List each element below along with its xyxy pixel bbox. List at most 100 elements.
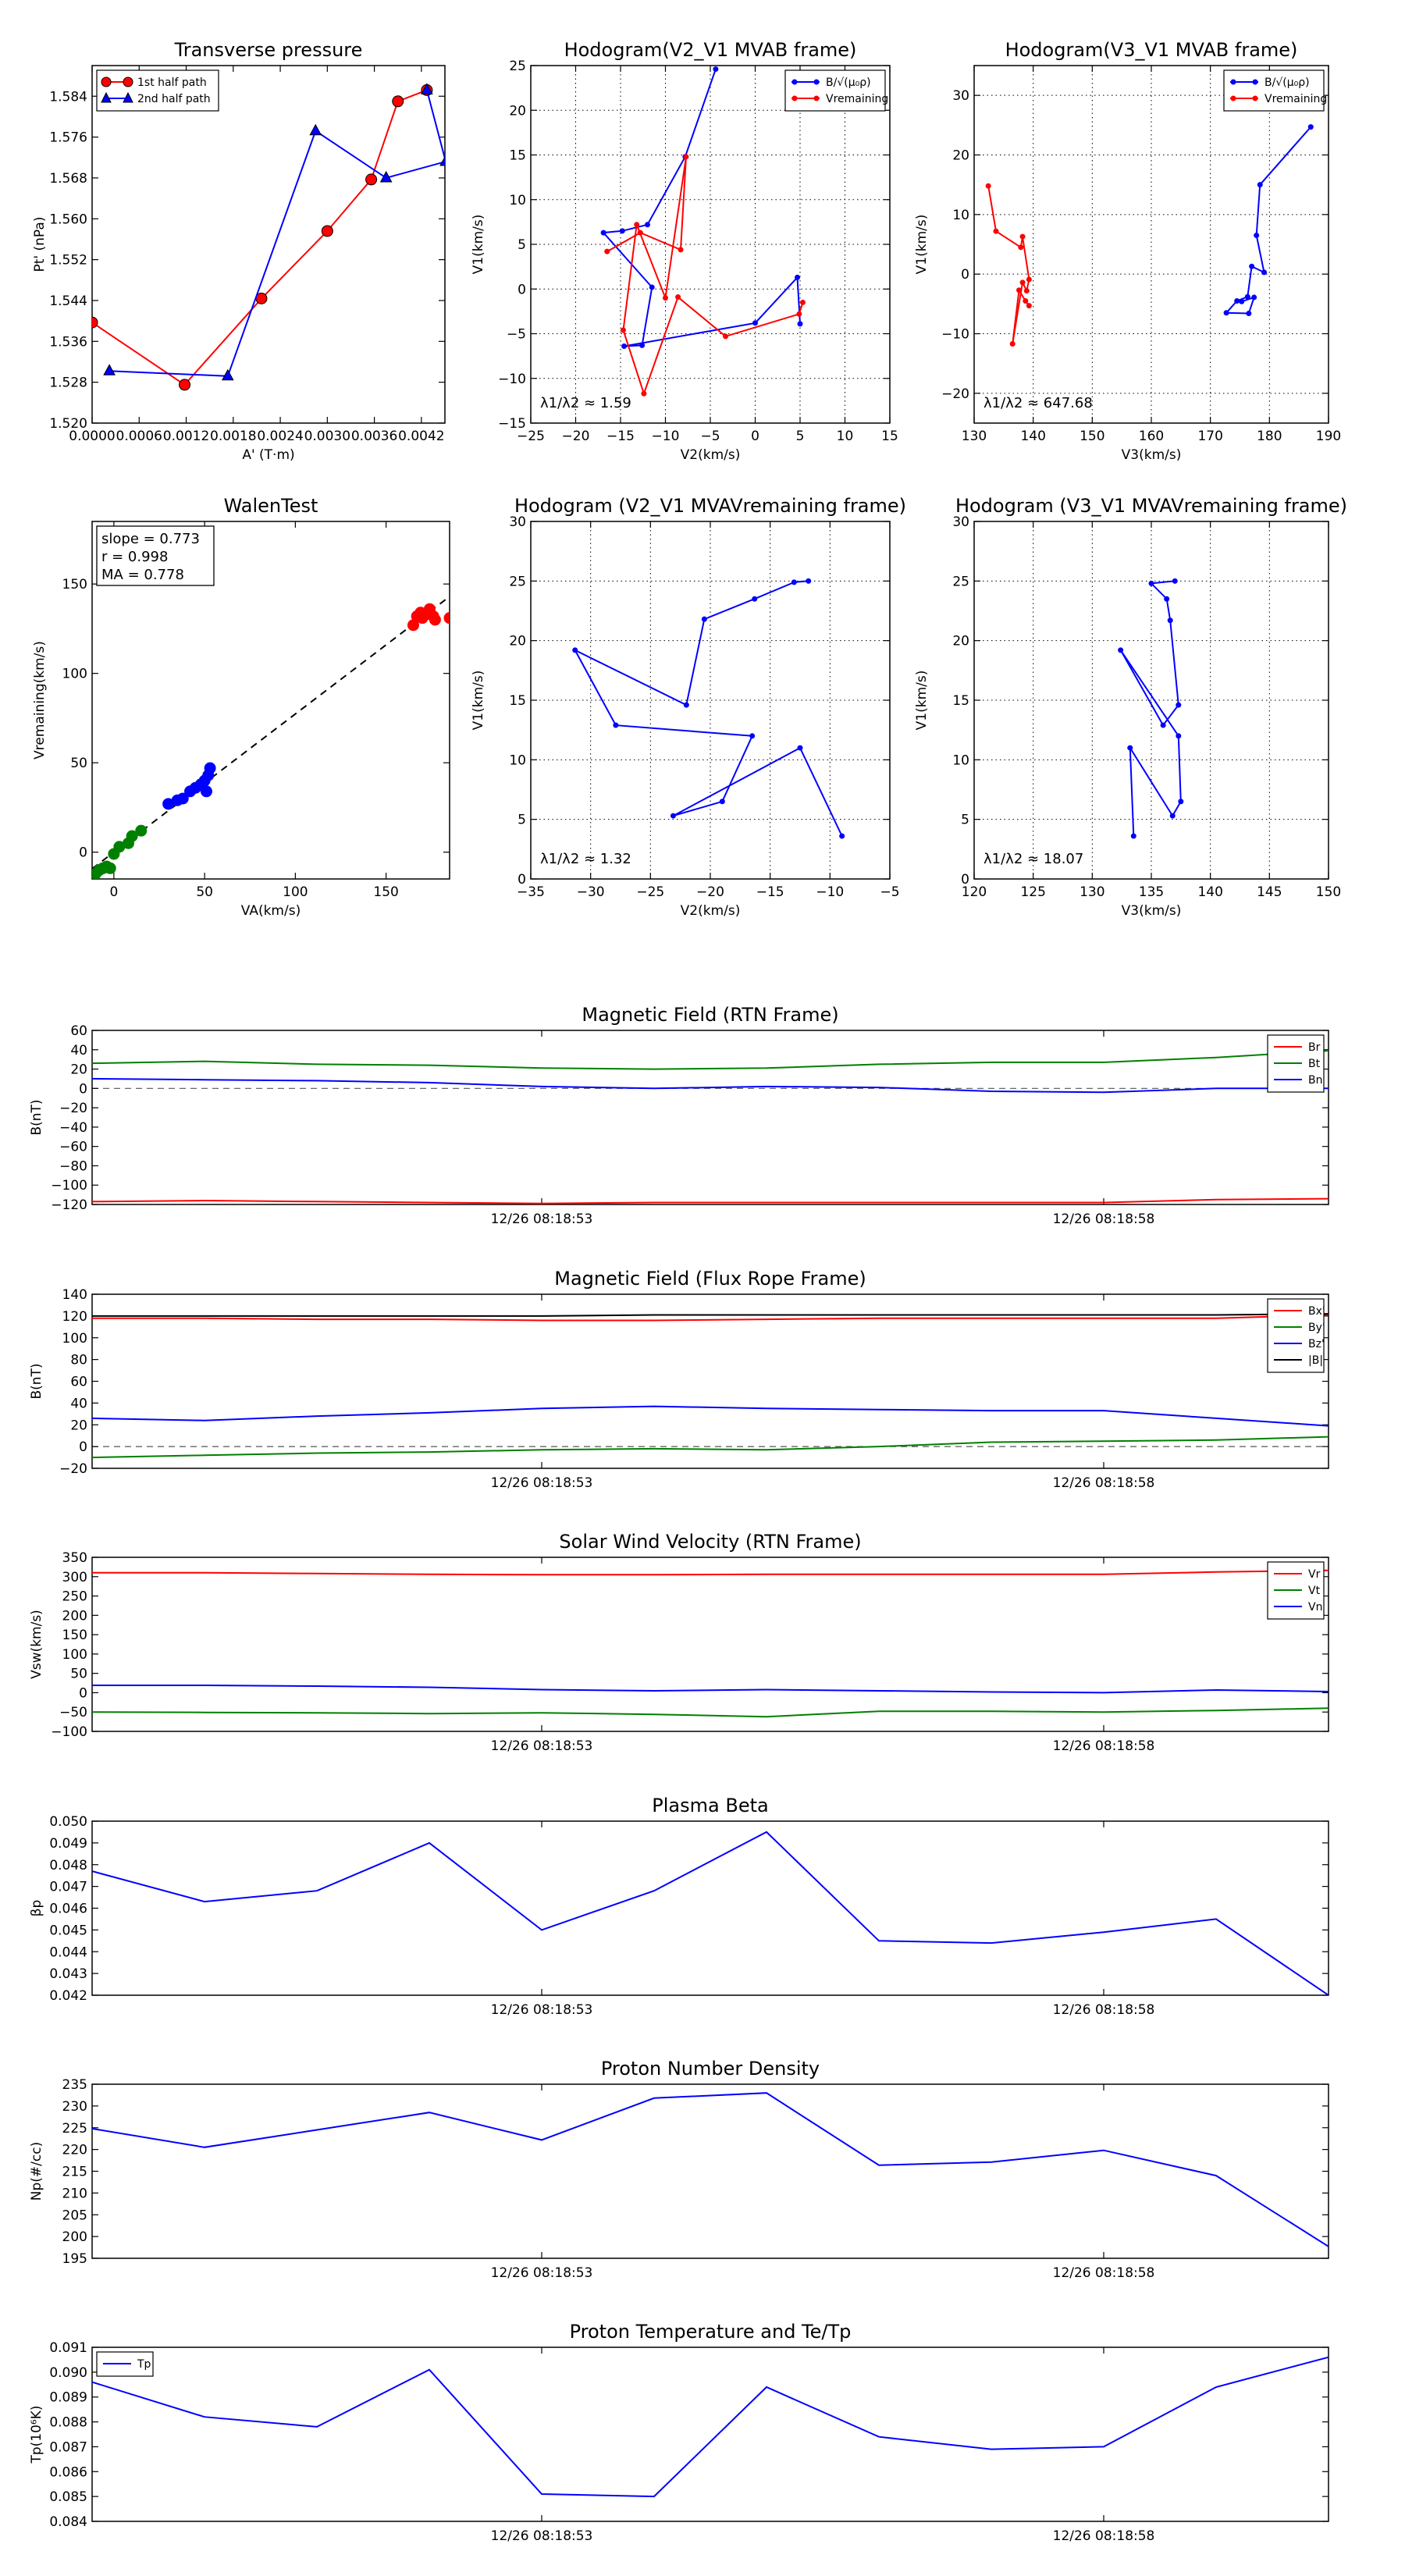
y-tick-label: 30 [509, 514, 526, 530]
data-point [1127, 745, 1133, 751]
data-point [1118, 647, 1124, 653]
data-point [1239, 298, 1245, 304]
ma-label: MA = 0.778 [101, 567, 184, 583]
data-point [1234, 298, 1240, 304]
x-tick-label: 12/26 08:18:58 [1053, 1738, 1155, 1754]
x-tick-label: 12/26 08:18:58 [1053, 1475, 1155, 1491]
axes-frame [91, 521, 450, 880]
x-tick-label: 0.0012 [163, 429, 209, 444]
data-point [613, 722, 619, 728]
scatter-point-red [443, 612, 450, 624]
x-tick-label: 50 [196, 884, 213, 900]
y-tick-label: 1.560 [49, 212, 87, 227]
chart-title: Proton Temperature and Te/Tp [570, 2321, 852, 2343]
y-tick-label: 0 [961, 267, 969, 283]
y-tick-label: 20 [952, 148, 969, 164]
y-tick-label: 0.085 [49, 2489, 87, 2505]
eigen-ratio-label: λ1/λ2 ≈ 1.32 [540, 851, 631, 867]
scatter-point-blue [204, 762, 216, 774]
axes-frame [973, 65, 1329, 424]
data-point [572, 647, 578, 653]
y-tick-label: 0 [79, 1081, 87, 1097]
legend: B/√(μ₀ρ) Vremaining [784, 69, 888, 112]
x-tick-label: −35 [517, 884, 545, 900]
x-tick-label: 12/26 08:18:53 [491, 2002, 593, 2018]
y-axis-label: V1(km/s) [471, 215, 486, 275]
y-tick-label: −20 [941, 386, 969, 402]
data-point [1254, 233, 1260, 239]
legend-label: |B| [1308, 1354, 1323, 1367]
data-point [663, 295, 668, 301]
series-line-V [573, 580, 843, 837]
axes-frame [91, 65, 446, 424]
data-point [797, 745, 803, 751]
y-axis-label: V1(km/s) [914, 671, 930, 731]
scatter-point-green [104, 862, 116, 874]
data-point [797, 321, 803, 327]
scatter-point-blue [176, 792, 189, 805]
x-tick-label: 12/26 08:18:53 [491, 1738, 593, 1754]
data-point [1257, 182, 1263, 188]
x-tick-label: 150 [1316, 884, 1341, 900]
x-tick-label: 0.0006 [116, 429, 162, 444]
x-tick-label: −10 [816, 884, 844, 900]
y-tick-label: 0 [518, 282, 526, 297]
axes-frame [91, 2347, 1329, 2522]
x-tick-label: 0 [751, 429, 759, 444]
legend-marker [123, 91, 133, 103]
legend-marker [101, 76, 112, 87]
legend-label: Vr [1308, 1568, 1321, 1581]
data-point [1009, 340, 1016, 347]
data-point [637, 229, 643, 236]
y-axis-label: Pt' (nPa) [32, 217, 48, 272]
y-axis-label: Tp(10⁶K) [29, 2405, 44, 2464]
x-tick-label: −10 [652, 429, 680, 444]
y-tick-label: 150 [62, 1628, 87, 1643]
y-tick-label: 0.044 [49, 1944, 87, 1960]
data-point [1023, 288, 1030, 294]
legend-label: Tp [137, 2358, 151, 2371]
y-tick-label: −80 [59, 1158, 87, 1174]
data-point [1244, 294, 1250, 300]
x-tick-label: 12/26 08:18:58 [1053, 1212, 1155, 1227]
data-point [1249, 263, 1255, 269]
data-point [421, 83, 433, 94]
data-point [993, 228, 999, 234]
data-point [1130, 833, 1136, 839]
y-tick-label: −40 [59, 1120, 87, 1136]
legend-label: Bt [1308, 1058, 1321, 1070]
x-tick-label: 150 [373, 884, 398, 900]
data-point [799, 299, 806, 305]
series-line-Np [92, 2092, 1329, 2247]
data-point [1246, 311, 1252, 317]
chart-hodo_mvav_v2: Hodogram (V2_V1 MVAVremaining frame) −35 −… [471, 495, 906, 919]
x-tick-label: −20 [696, 884, 724, 900]
y-tick-label: 25 [509, 59, 526, 74]
legend-box [96, 69, 219, 112]
y-tick-label: 100 [62, 667, 87, 682]
series-line-B/√(μ₀ρ) [1224, 126, 1312, 315]
data-point [675, 294, 681, 301]
x-tick-label: 190 [1316, 429, 1341, 444]
series-line-Tp [92, 2356, 1329, 2498]
y-tick-label: −10 [941, 327, 969, 343]
x-tick-label: 0.0030 [304, 429, 350, 444]
x-tick-label: −25 [517, 429, 545, 444]
y-tick-label: −10 [498, 372, 526, 387]
legend-marker [123, 76, 133, 87]
y-tick-label: 50 [70, 1667, 87, 1682]
scatter-point-red [429, 614, 441, 626]
axes-frame [91, 1820, 1329, 1996]
data-point [1026, 303, 1032, 309]
legend-marker [813, 95, 820, 101]
legend-label: Vremaining [1264, 93, 1327, 105]
y-tick-label: 1.576 [49, 130, 87, 146]
y-axis-label: Np(#/cc) [29, 2142, 44, 2201]
y-tick-label: 20 [70, 1062, 87, 1078]
y-tick-label: 1.520 [49, 416, 87, 432]
y-tick-label: 0.087 [49, 2439, 87, 2455]
chart-title: WalenTest [224, 495, 318, 517]
plot-area [92, 2092, 1329, 2247]
y-tick-label: 350 [62, 1550, 87, 1566]
data-point [1160, 722, 1166, 728]
